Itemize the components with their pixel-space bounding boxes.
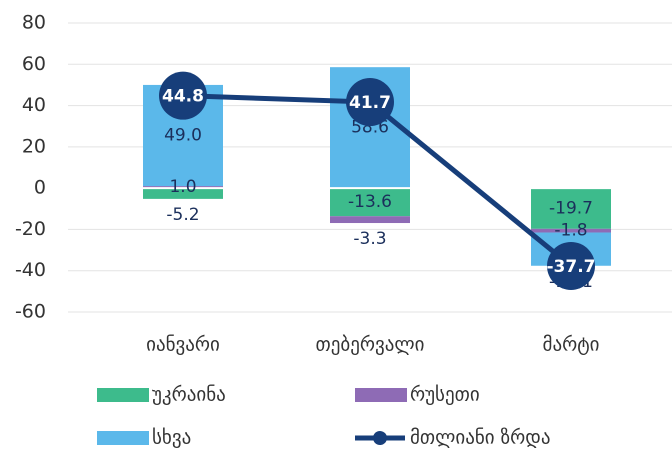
y-tick-label: 40: [22, 94, 46, 116]
line-point: [159, 71, 207, 120]
bar-segment: [531, 228, 611, 233]
line-point: [547, 241, 595, 290]
bar-segment: [143, 188, 223, 199]
x-tick-label: იანვარი: [146, 334, 220, 356]
legend-label: მთლიანი ზრდა: [410, 427, 550, 449]
line-label: -37.7: [547, 257, 596, 277]
legend-swatch: [97, 388, 149, 402]
legend-label: უკრაინა: [152, 384, 226, 406]
bar-segment: [531, 188, 611, 229]
y-tick-label: -40: [15, 259, 46, 281]
y-tick-label: -20: [15, 218, 46, 240]
legend-label: რუსეთი: [410, 384, 480, 406]
value-label: 49.0: [164, 126, 202, 146]
line-label: 41.7: [349, 93, 391, 113]
bar-segment: [143, 186, 223, 189]
legend-swatch: [97, 431, 149, 445]
value-label: -19.7: [549, 198, 593, 218]
line-point: [346, 78, 394, 127]
value-label: 1.0: [169, 177, 196, 197]
y-tick-label: 20: [22, 135, 46, 157]
legend-label: სხვა: [152, 427, 191, 449]
x-tick-label: თებერვალი: [316, 334, 425, 356]
y-tick-label: 80: [22, 12, 46, 34]
value-label: -5.2: [166, 205, 199, 225]
y-tick-label: 60: [22, 53, 46, 75]
value-label: -3.3: [353, 229, 386, 249]
value-label: -1.8: [554, 221, 587, 241]
y-tick-label: 0: [34, 177, 46, 199]
line-label: 44.8: [162, 87, 204, 107]
y-tick-label: -60: [15, 301, 46, 323]
legend-marker: [373, 431, 387, 445]
legend-swatch: [355, 388, 407, 402]
bar-segment: [330, 216, 410, 224]
value-label: -13.6: [348, 192, 392, 212]
x-tick-label: მარტი: [543, 334, 600, 356]
bar-segment: [330, 188, 410, 217]
